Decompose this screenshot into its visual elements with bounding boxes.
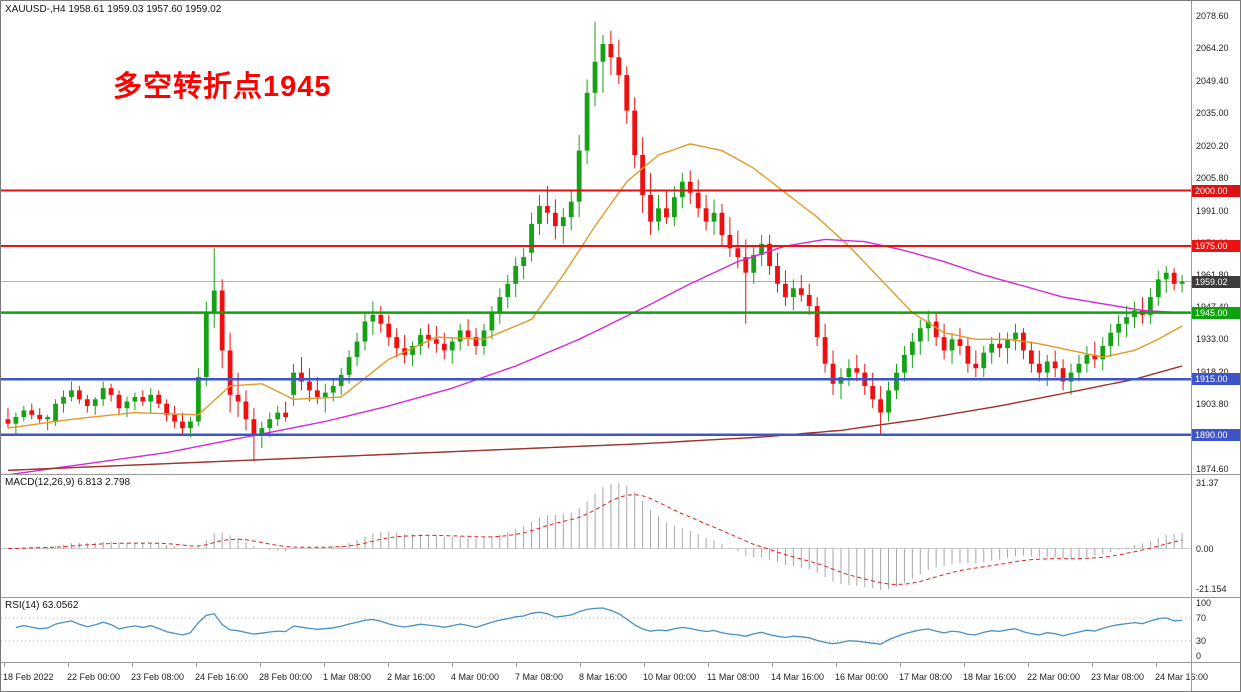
price-axis-label: 1903.80 — [1196, 399, 1229, 410]
price-level-badge: 1959.02 — [1192, 275, 1240, 288]
time-axis-tick — [900, 663, 901, 667]
time-axis-label: 23 Feb 08:00 — [131, 672, 185, 682]
price-axis-label: 2049.40 — [1196, 75, 1229, 86]
price-axis-label: 2078.60 — [1196, 11, 1229, 21]
time-axis-label: 10 Mar 00:00 — [643, 672, 697, 682]
time-axis-label: 2 Mar 16:00 — [387, 672, 436, 682]
rsi-axis: 100 70 30 0 — [1192, 598, 1240, 662]
time-axis-tick — [1028, 663, 1029, 667]
time-axis-tick — [324, 663, 325, 667]
macd-axis: 31.37 0.00 -21.154 — [1192, 475, 1240, 597]
price-level-badge: 1890.00 — [1192, 428, 1240, 441]
time-axis-tick — [772, 663, 773, 667]
price-axis-label: 1961.80 — [1196, 270, 1229, 280]
time-axis-label: 28 Feb 00:00 — [259, 672, 313, 682]
price-axis-label: 1874.60 — [1196, 464, 1229, 474]
chart-annotation-text: 多空转折点1945 — [113, 71, 332, 103]
time-axis-label: 16 Mar 00:00 — [835, 672, 889, 682]
macd-label: MACD(12,26,9) 6.813 2.798 — [5, 477, 131, 488]
price-level-badge: 1975.00 — [1192, 240, 1240, 253]
time-axis-tick — [964, 663, 965, 667]
panel-separator-timeaxis — [1, 662, 1240, 663]
time-axis-label: 24 Feb 16:00 — [195, 672, 249, 682]
time-axis-label: 4 Mar 00:00 — [451, 672, 500, 682]
macd-axis-label: 31.37 — [1196, 478, 1219, 488]
macd-axis-label: 0.00 — [1196, 543, 1214, 554]
price-level-badge: 1915.00 — [1192, 373, 1240, 386]
price-axis-label: 2020.20 — [1196, 140, 1229, 151]
time-axis-label: 1 Mar 08:00 — [323, 672, 372, 682]
rsi-axis-label: 100 — [1196, 598, 1212, 608]
price-axis-label: 1933.00 — [1196, 334, 1229, 345]
rsi-axis-label: 70 — [1196, 613, 1207, 624]
rsi-indicator-canvas[interactable] — [1, 598, 1191, 662]
time-axis-label: 23 Mar 08:00 — [1091, 672, 1145, 682]
price-axis-label: 2064.20 — [1196, 42, 1229, 53]
time-axis-label: 24 Mar 16:00 — [1155, 672, 1209, 682]
panel-separator-rsi — [1, 597, 1240, 598]
time-axis-tick — [452, 663, 453, 667]
time-axis-tick — [516, 663, 517, 667]
time-axis-tick — [68, 663, 69, 667]
time-axis-tick — [4, 663, 5, 667]
time-axis-tick — [196, 663, 197, 667]
price-level-badge: 2000.00 — [1192, 184, 1240, 197]
price-level-badge: 1945.00 — [1192, 306, 1240, 319]
time-axis-label: 18 Feb 2022 — [3, 672, 54, 682]
time-axis-tick — [388, 663, 389, 667]
price-chart-canvas[interactable] — [1, 1, 1191, 474]
scale-separator — [1191, 1, 1192, 691]
rsi-axis-label: 0 — [1196, 651, 1202, 661]
price-axis-label: 1918.20 — [1196, 367, 1229, 378]
time-axis-label: 17 Mar 08:00 — [899, 672, 953, 682]
time-axis[interactable]: 18 Feb 2022 22 Feb 00:00 23 Feb 08:00 24 Fe… — [1, 663, 1240, 691]
time-axis-label: 7 Mar 08:00 — [515, 672, 564, 682]
time-axis-tick — [580, 663, 581, 667]
rsi-label: RSI(14) 63.0562 — [5, 600, 79, 611]
time-axis-label: 22 Mar 00:00 — [1027, 672, 1081, 682]
time-axis-tick — [708, 663, 709, 667]
time-axis-label: 18 Mar 16:00 — [963, 672, 1017, 682]
time-axis-label: 22 Feb 00:00 — [67, 672, 121, 682]
time-axis-tick — [132, 663, 133, 667]
time-axis-tick — [1092, 663, 1093, 667]
price-axis-label: 2035.00 — [1196, 107, 1229, 118]
panel-separator-macd — [1, 474, 1240, 475]
price-axis[interactable]: 2078.60 2064.20 2049.40 2035.00 2020.20 2005.… — [1192, 1, 1240, 474]
time-axis-label: 14 Mar 16:00 — [771, 672, 825, 682]
symbol-ohlc-label: XAUUSD-,H4 1958.61 1959.03 1957.60 1959.… — [5, 4, 222, 15]
time-axis-tick — [260, 663, 261, 667]
time-axis-label: 8 Mar 16:00 — [579, 672, 628, 682]
macd-indicator-canvas[interactable] — [1, 475, 1191, 597]
macd-axis-label: -21.154 — [1196, 584, 1227, 594]
time-axis-label: 11 Mar 08:00 — [707, 672, 760, 682]
price-axis-label: 2005.80 — [1196, 172, 1229, 183]
time-axis-tick — [836, 663, 837, 667]
time-axis-tick — [1156, 663, 1157, 667]
time-axis-tick — [644, 663, 645, 667]
price-axis-label: 1991.00 — [1196, 205, 1229, 216]
rsi-axis-label: 30 — [1196, 635, 1207, 646]
